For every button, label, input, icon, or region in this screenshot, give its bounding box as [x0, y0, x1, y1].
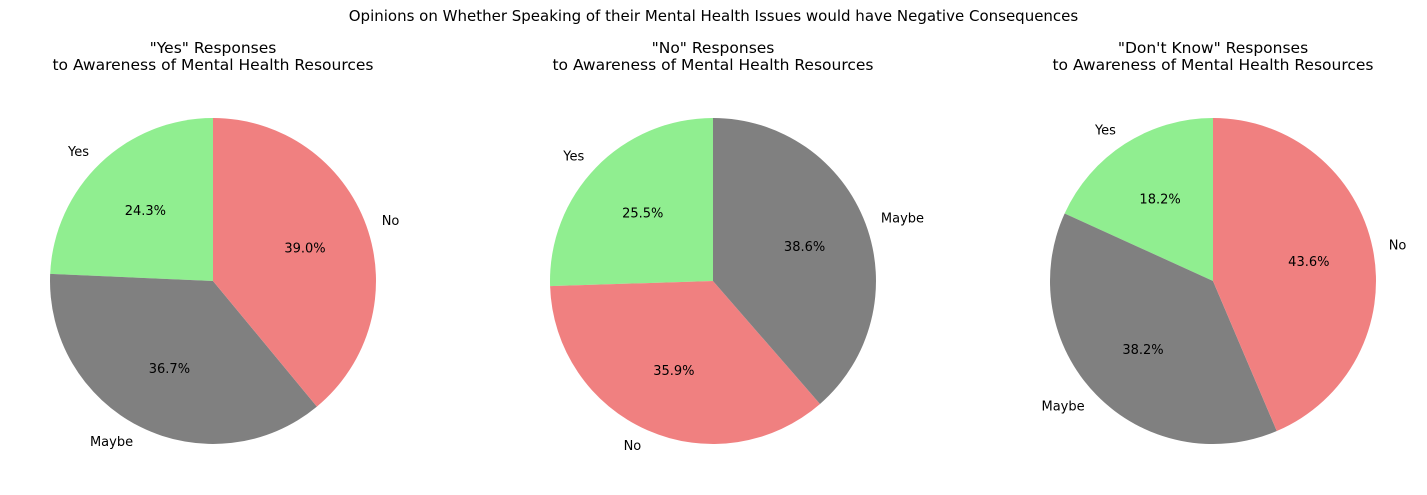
pie-slice-maybe — [50, 273, 317, 444]
pie-label-no: No — [624, 439, 642, 454]
pie-title-line2: to Awareness of Mental Health Resources — [1052, 56, 1373, 74]
pie-slice-maybe — [1049, 213, 1277, 445]
figure-title: Opinions on Whether Speaking of their Me… — [348, 7, 1079, 25]
pie-slice-no — [213, 118, 376, 407]
pie-pct-label: 36.7% — [149, 362, 190, 377]
pie-panel-yes: "Yes" Responses to Awareness of Mental H… — [50, 39, 399, 450]
pie-title-line1: "No" Responses — [652, 39, 775, 57]
pie-title-line1: "Don't Know" Responses — [1118, 39, 1308, 57]
pie-label-no: No — [382, 214, 400, 229]
pie-pct-label: 35.9% — [653, 364, 694, 379]
pie-label-yes: Yes — [67, 145, 89, 160]
pie-pct-label: 25.5% — [622, 206, 663, 221]
pie-slice-no — [1213, 117, 1377, 431]
pie-panel-dont-know: "Don't Know" Responses to Awareness of M… — [1041, 39, 1407, 445]
pie-pct-label: 43.6% — [1288, 255, 1329, 270]
pie-label-maybe: Maybe — [1041, 400, 1084, 415]
pie-slice-maybe — [713, 118, 876, 404]
pie-label-maybe: Maybe — [90, 435, 133, 450]
pie-slice-yes — [1064, 118, 1213, 281]
pie-pct-label: 38.6% — [784, 240, 825, 255]
pie-title-line2: to Awareness of Mental Health Resources — [552, 56, 873, 74]
pie-pct-label: 24.3% — [125, 204, 166, 219]
pie-slice-yes — [50, 118, 213, 281]
pie-slice-no — [550, 281, 821, 444]
pie-pct-label: 18.2% — [1139, 192, 1180, 207]
pie-label-no: No — [1389, 239, 1407, 254]
pie-title-line1: "Yes" Responses — [150, 39, 277, 57]
pie-panel-no: "No" Responses to Awareness of Mental He… — [549, 39, 924, 454]
pie-label-yes: Yes — [562, 150, 584, 165]
pie-label-yes: Yes — [1094, 124, 1116, 139]
pie-label-maybe: Maybe — [881, 212, 924, 227]
pie-pct-label: 39.0% — [284, 241, 325, 256]
pie-slice-yes — [549, 118, 713, 287]
pie-pct-label: 38.2% — [1122, 343, 1163, 358]
pie-title-line2: to Awareness of Mental Health Resources — [52, 56, 373, 74]
